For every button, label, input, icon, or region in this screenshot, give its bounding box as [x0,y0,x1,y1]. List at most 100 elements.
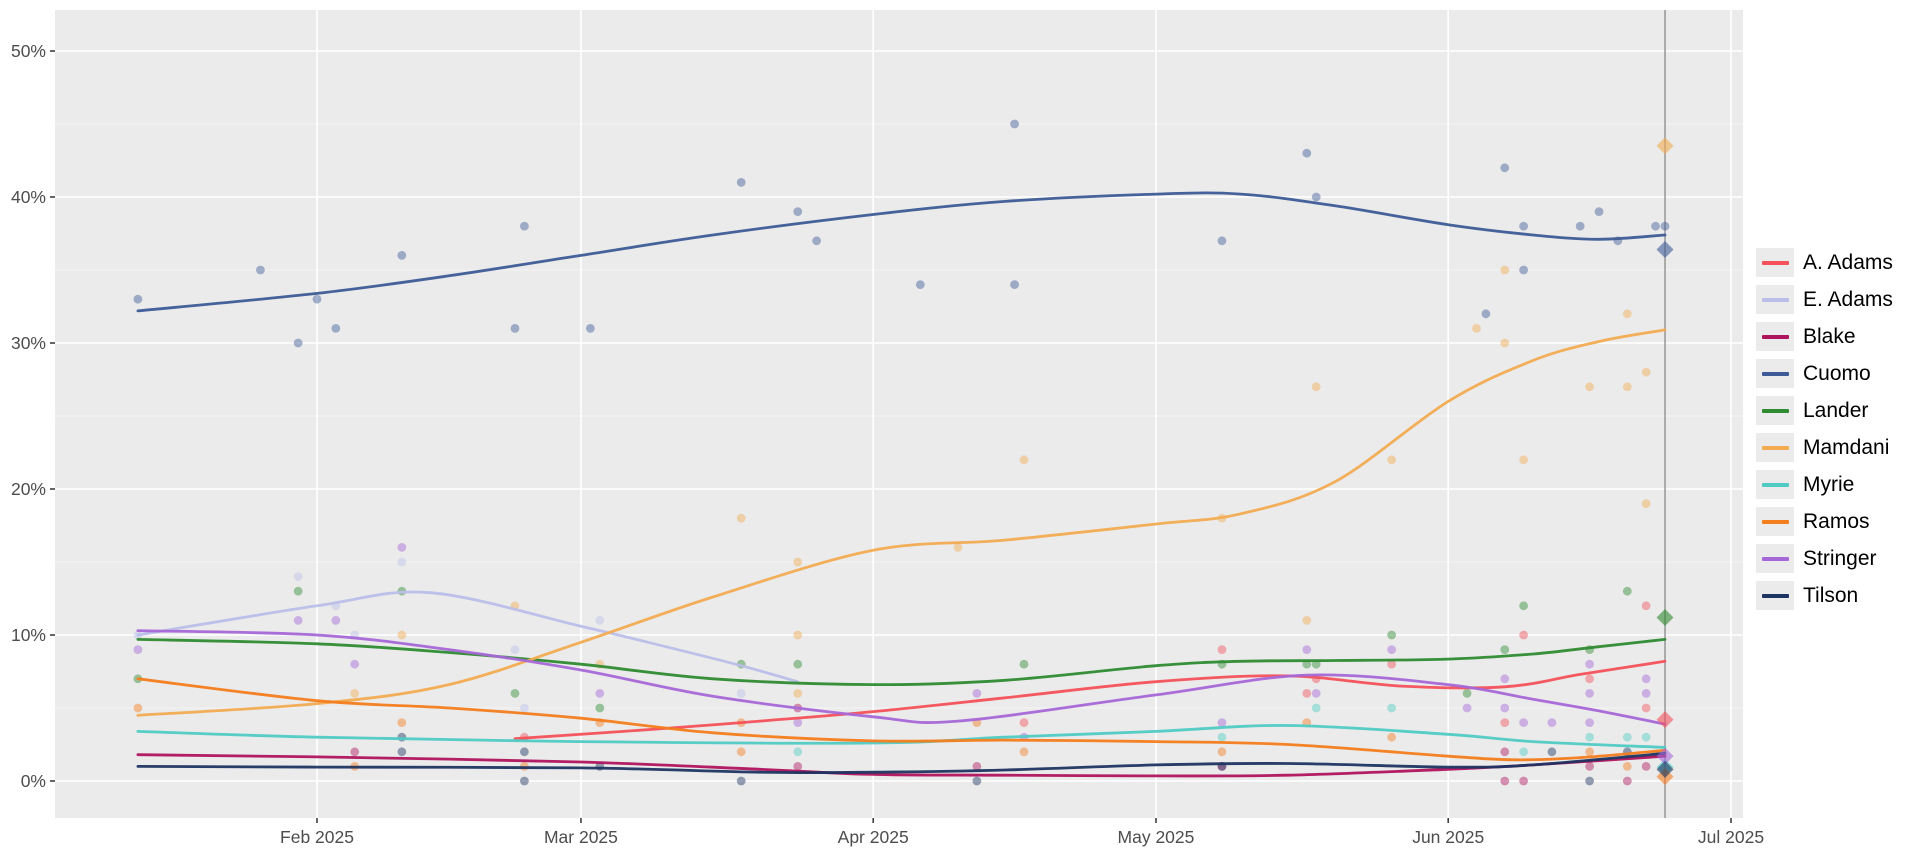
poll-dot-a-adams [1641,703,1651,713]
legend-item-tilson: Tilson [1756,577,1893,614]
trend-line-myrie [136,724,1667,749]
poll-dot-mamdani [1019,455,1029,465]
y-tick-label: 30% [11,333,46,353]
legend-line-icon [1761,593,1789,598]
poll-dot-blake [350,747,360,757]
legend-key-swatch [1756,581,1794,610]
legend-label: Ramos [1803,509,1870,533]
poll-dot-mamdani [1500,265,1510,275]
poll-dot-cuomo [1010,280,1019,289]
poll-dot-blake [1519,776,1529,786]
poll-dot-a-adams [1019,718,1029,727]
poll-dot-mamdani [1472,324,1481,333]
poll-dot-stringer [1547,718,1557,727]
poll-dot-e-adams [293,572,303,581]
poll-dot-ramos [1387,732,1397,742]
poll-dot-e-adams [510,645,520,654]
legend-key-swatch [1756,248,1794,277]
result-diamond-a-adams [1656,711,1674,729]
poll-dot-stringer [1500,674,1510,684]
poll-dot-blake [1641,762,1651,771]
poll-dot-tilson [397,747,407,757]
poll-dot-cuomo [1500,163,1510,173]
legend-line-icon [1761,334,1789,339]
legend-label: Mamdani [1803,435,1890,459]
poll-dot-cuomo [1010,119,1019,129]
poll-dot-mamdani [1519,455,1529,465]
poll-dot-stringer [1585,718,1595,727]
legend-line-icon [1761,371,1789,376]
x-tick-label: Jun 2025 [1412,827,1484,847]
poll-dot-cuomo [736,178,746,187]
poll-dot-myrie [1217,732,1227,742]
trend-line-stringer [136,629,1667,726]
poll-dot-cuomo [1594,207,1604,217]
legend-line-icon [1761,482,1789,487]
legend-item-blake: Blake [1756,318,1893,355]
trend-line-a-adams [513,659,1667,741]
poll-dot-tilson [736,776,746,786]
poll-dot-lander [1387,630,1397,640]
poll-dot-cuomo [293,338,303,348]
trend-line-blake [136,753,1667,778]
poll-dot-stringer [1641,674,1651,684]
result-diamond-lander [1656,608,1674,626]
poll-dot-stringer [595,689,605,698]
y-tick-label: 50% [11,41,46,61]
poll-dot-lander [1622,586,1632,596]
poll-dot-stringer [1462,703,1472,713]
poll-dot-lander [793,659,803,669]
poll-dot-ramos [1622,762,1632,771]
poll-dot-ramos [133,703,143,713]
poll-dot-a-adams [1217,645,1227,654]
legend-item-mamdani: Mamdani [1756,429,1893,466]
poll-dot-cuomo [1660,221,1670,231]
poll-dot-cuomo [1519,265,1529,275]
poll-dot-blake [1622,776,1632,786]
x-tick-label: May 2025 [1118,827,1195,847]
legend-key-swatch [1756,396,1794,425]
poll-dot-tilson [519,747,529,757]
x-tick-label: Feb 2025 [280,827,354,847]
legend-item-myrie: Myrie [1756,466,1893,503]
poll-dot-cuomo [585,324,595,333]
poll-dot-mamdani [1641,499,1651,508]
legend-key-swatch [1756,322,1794,351]
poll-dot-cuomo [312,294,322,304]
poll-dot-lander [510,689,520,698]
poll-dot-mamdani [397,630,407,640]
poll-dot-mamdani [736,513,746,523]
poll-dot-ramos [736,747,746,757]
poll-dot-lander [1462,689,1472,698]
result-diamond-cuomo [1656,241,1674,259]
poll-dot-lander [1019,659,1029,669]
legend-label: Stringer [1803,546,1877,570]
poll-dot-cuomo [915,280,925,289]
x-tick-label: Mar 2025 [544,827,618,847]
x-tick-label: Jul 2025 [1698,827,1764,847]
legend-item-e-adams: E. Adams [1756,281,1893,318]
poll-dot-stringer [1387,645,1397,654]
poll-dot-a-adams [1387,659,1397,669]
poll-dot-blake [793,762,803,771]
poll-dot-mamdani [953,543,963,552]
poll-dot-mamdani [1311,382,1321,392]
poll-dot-stringer [1585,659,1595,669]
poll-dot-a-adams [1585,674,1595,684]
y-tick-label: 0% [21,771,46,791]
chart-legend: A. Adams E. Adams Blake Cuomo Lander Mamdani M… [1756,244,1893,614]
poll-dot-mamdani [1585,382,1595,392]
poll-dot-tilson [1547,747,1557,757]
poll-dot-cuomo [1651,221,1660,231]
plot-panel [55,10,1743,818]
legend-line-icon [1761,297,1789,302]
poll-dot-tilson [1585,776,1595,786]
trend-line-mamdani [136,328,1667,717]
poll-dot-stringer [1519,718,1529,727]
legend-item-stringer: Stringer [1756,540,1893,577]
poll-dot-mamdani [350,689,360,698]
poll-dot-mamdani [1641,367,1651,377]
poll-dot-lander [1500,645,1510,654]
legend-key-swatch [1756,433,1794,462]
